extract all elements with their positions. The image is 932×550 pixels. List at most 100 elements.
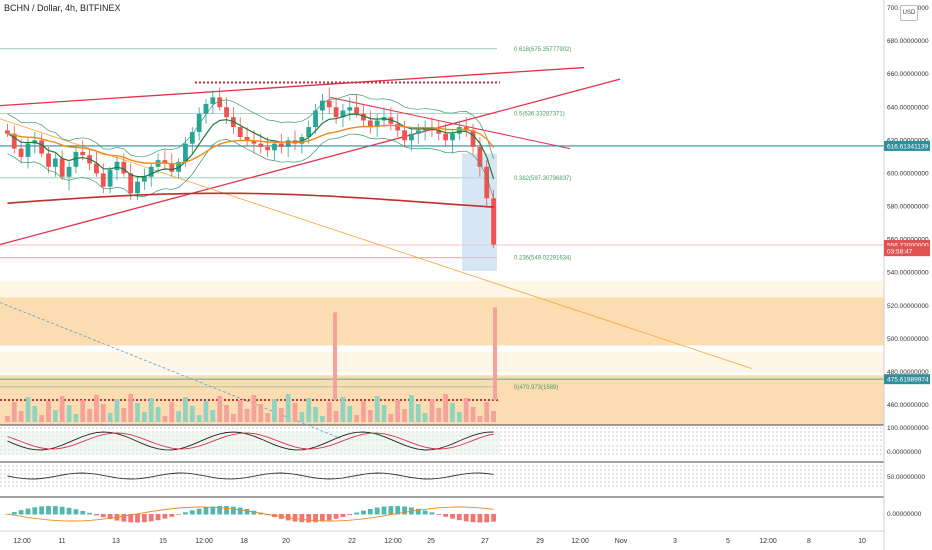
time-tick-label: 12:00 <box>195 538 213 545</box>
time-tick-label: 12:00 <box>384 538 402 545</box>
stoch-k-line <box>7 431 494 451</box>
macd-histogram-bar <box>443 514 449 517</box>
stoch-d-line <box>7 432 494 450</box>
candle-body <box>5 130 10 134</box>
candle-body <box>272 143 277 151</box>
volume-bar <box>59 396 65 422</box>
volume-bar <box>292 403 298 422</box>
macd-histogram-bar <box>244 509 250 515</box>
price-marker-label: 475.61989974 <box>887 377 929 384</box>
volume-bar <box>443 394 449 422</box>
macd-histogram-bar <box>189 510 195 515</box>
volume-bar <box>265 413 271 422</box>
volume-bar <box>244 409 250 422</box>
candle-body <box>141 176 147 182</box>
time-tick-label: Nov <box>615 538 628 545</box>
volume-bar <box>80 400 86 422</box>
volume-bar <box>388 414 394 422</box>
volume-bar <box>203 401 209 422</box>
price-tick-label: 660.00000000 <box>887 71 929 78</box>
volume-bar <box>484 402 490 422</box>
macd-histogram-bar <box>183 512 188 515</box>
currency-button[interactable]: USD <box>900 5 918 21</box>
volume-bar <box>230 414 236 422</box>
candle-body <box>59 158 65 177</box>
candle-body <box>224 107 229 118</box>
volume-bar <box>319 416 325 422</box>
price-tick-label: 540.00000000 <box>887 270 929 277</box>
candle-body <box>25 143 31 157</box>
candle-body <box>176 161 182 172</box>
volume-bar <box>374 396 380 422</box>
volume-bar <box>217 396 223 422</box>
time-tick-label: 25 <box>427 538 435 545</box>
macd-histogram-bar <box>203 507 209 515</box>
macd-histogram-bar <box>347 514 353 516</box>
oscillator-panel <box>0 497 884 530</box>
candle-body <box>189 132 195 144</box>
macd-histogram-bar <box>484 514 490 523</box>
bollinger-upper <box>7 94 494 160</box>
volume-bar <box>395 400 401 422</box>
support-zone <box>0 297 884 346</box>
volume-bar <box>169 402 175 422</box>
volume-bar <box>258 404 264 422</box>
oscillator-tick-label: 100.00000000 <box>887 425 929 432</box>
macd-histogram-bar <box>66 507 72 515</box>
candle-body <box>162 160 168 164</box>
volume-bar <box>128 394 134 422</box>
time-tick-label: 18 <box>240 538 248 545</box>
volume-bar <box>299 412 305 422</box>
macd-histogram-bar <box>59 506 65 515</box>
volume-bar <box>251 395 257 422</box>
macd-histogram-bar <box>340 514 346 517</box>
time-tick-label: 22 <box>348 538 356 545</box>
volume-bar <box>272 399 277 422</box>
macd-histogram-bar <box>456 514 462 521</box>
trend-line <box>329 96 571 150</box>
macd-histogram-bar <box>52 506 58 515</box>
rsi-line <box>7 472 494 480</box>
macd-histogram-bar <box>176 514 182 515</box>
support-zone <box>0 280 884 298</box>
candle-body <box>46 153 51 167</box>
price-marker <box>884 374 930 385</box>
volume-bar <box>183 397 188 422</box>
volume-bar <box>456 412 462 422</box>
price-tick-label: 520.00000000 <box>887 303 929 310</box>
candle-body <box>114 161 120 171</box>
macd-histogram-bar <box>361 510 366 515</box>
macd-histogram-bar <box>415 508 421 515</box>
macd-histogram-bar <box>217 506 223 515</box>
oscillator-tick-label: 0.00000000 <box>887 449 922 456</box>
time-tick-label: 15 <box>159 538 167 545</box>
price-tick-label: 460.00000000 <box>887 402 929 409</box>
candle-body <box>183 143 188 162</box>
volume-bar <box>409 395 414 422</box>
macd-histogram-bar <box>285 514 291 521</box>
time-tick-label: 12:00 <box>759 538 777 545</box>
volume-bar <box>285 394 291 422</box>
ema-fast-line <box>7 113 495 179</box>
candle-body <box>237 127 243 138</box>
macd-histogram-bar <box>32 507 38 515</box>
candle-body <box>477 146 483 167</box>
trend-line <box>0 118 753 369</box>
volume-bar <box>39 415 45 422</box>
candle-body <box>470 130 476 147</box>
macd-histogram-bar <box>80 510 86 515</box>
candle-body <box>436 130 442 134</box>
macd-histogram-bar <box>374 507 380 515</box>
candle-body <box>299 137 305 144</box>
volume-bar <box>73 414 79 422</box>
volume-bar <box>25 397 31 422</box>
price-marker-label: 556.72000000 <box>887 243 929 250</box>
volume-bar <box>100 404 106 422</box>
macd-histogram-bar <box>367 508 373 515</box>
price-marker-label: 616.61341139 <box>887 143 928 150</box>
macd-histogram-bar <box>237 507 243 515</box>
support-zone <box>0 352 884 372</box>
macd-histogram-bar <box>100 514 106 518</box>
volume-bar <box>141 412 147 422</box>
